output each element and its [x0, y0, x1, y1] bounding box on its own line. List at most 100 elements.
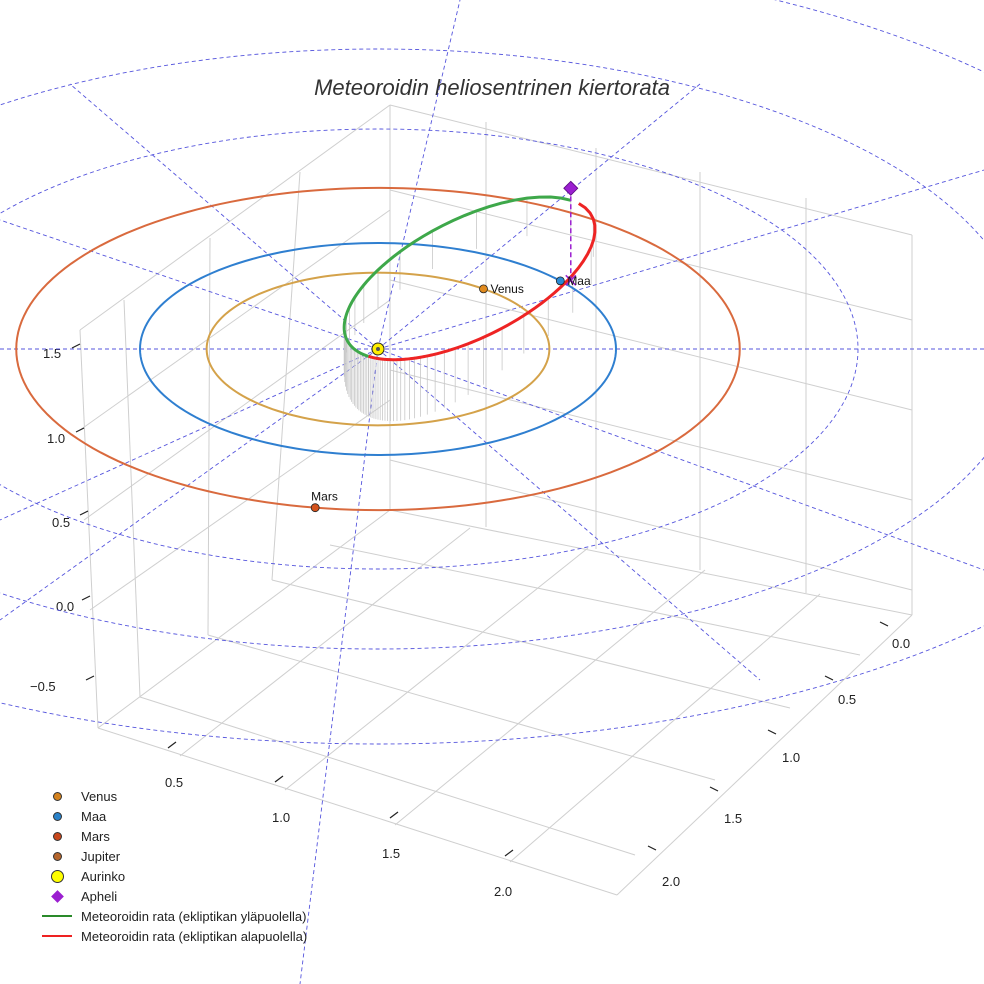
axis-tick-marks — [71, 343, 889, 857]
red-line-icon — [42, 935, 72, 937]
legend-item-jupiter: Jupiter — [38, 846, 307, 866]
polar-ring — [0, 48, 984, 650]
tick-mark — [75, 427, 85, 433]
planet-markers: Venus Maa Mars — [310, 180, 591, 513]
legend-item-orbit-above: Meteoroidin rata (ekliptikan yläpuolella… — [38, 906, 307, 926]
plot-box-grid — [79, 104, 913, 896]
grid-line — [271, 171, 301, 581]
z-tick-label: −0.5 — [30, 679, 56, 694]
grid-line — [179, 527, 471, 757]
venus-marker — [479, 284, 488, 294]
box-edge — [79, 329, 99, 729]
aphelion-diamond-icon — [50, 889, 64, 903]
venus-marker-icon — [52, 791, 62, 801]
y-tick-label: 1.0 — [782, 750, 800, 765]
polar-spoke — [377, 348, 761, 681]
orbit-mars — [15, 186, 741, 512]
planet-orbits — [15, 186, 741, 512]
tick-mark — [274, 775, 284, 783]
orbit-drop-lines — [343, 198, 594, 422]
y-tick-labels: 0.0 0.5 1.0 1.5 2.0 — [662, 636, 910, 889]
polar-ring — [0, 128, 859, 570]
jupiter-marker-icon — [52, 851, 62, 861]
grid-line — [329, 544, 861, 656]
legend: Venus Maa Mars Jupiter Aurinko Apheli Me… — [38, 786, 307, 946]
grid-line — [123, 299, 141, 698]
earth-marker-icon — [52, 811, 62, 821]
mars-marker — [310, 503, 320, 513]
polar-ring — [0, 0, 984, 745]
legend-item-aurinko: Aurinko — [38, 866, 307, 886]
box-edge — [79, 104, 391, 331]
box-edge — [616, 614, 913, 896]
grid-line — [389, 459, 913, 591]
tick-mark — [709, 786, 719, 792]
legend-item-apheli: Apheli — [38, 886, 307, 906]
aphelion-floor-cross-icon — [565, 274, 577, 286]
legend-label: Meteoroidin rata (ekliptikan alapuolella… — [81, 928, 308, 944]
grid-line — [139, 696, 636, 856]
box-edge — [389, 104, 913, 236]
grid-line — [271, 579, 791, 709]
legend-item-orbit-below: Meteoroidin rata (ekliptikan alapuolella… — [38, 926, 307, 946]
aphelion-diamond-icon — [563, 180, 579, 196]
z-tick-label: 0.0 — [56, 599, 74, 614]
polar-spoke — [0, 348, 379, 521]
legend-label: Mars — [81, 828, 110, 844]
legend-label: Venus — [81, 788, 118, 804]
z-tick-label: 0.5 — [52, 515, 70, 530]
polar-spoke — [377, 83, 701, 350]
polar-spoke — [377, 169, 984, 350]
tick-mark — [85, 675, 95, 681]
x-tick-label: 1.5 — [382, 846, 400, 861]
sun-marker-icon — [50, 869, 64, 883]
x-tick-label: 1.0 — [272, 810, 290, 825]
x-tick-label: 2.0 — [494, 884, 512, 899]
tick-mark — [81, 595, 91, 601]
sun-center-dot — [376, 347, 380, 351]
legend-label: Maa — [81, 808, 107, 824]
orbit-maa — [138, 241, 617, 457]
grid-line — [389, 189, 913, 321]
meteoroid-orbit-above-ecliptic — [342, 195, 572, 358]
tick-mark — [647, 845, 657, 851]
y-tick-label: 1.5 — [724, 811, 742, 826]
grid-line — [389, 279, 913, 411]
chart-title: Meteoroidin heliosentrinen kiertorata — [314, 75, 670, 100]
tick-mark — [389, 811, 399, 819]
x-tick-labels: 0.5 1.0 1.5 2.0 — [165, 775, 512, 899]
legend-item-maa: Maa — [38, 806, 307, 826]
polar-spoke — [377, 0, 461, 350]
tick-mark — [767, 729, 777, 735]
tick-mark — [71, 343, 81, 349]
grid-line — [207, 634, 716, 781]
maa-marker — [555, 276, 565, 286]
polar-spoke — [299, 348, 379, 984]
x-tick-label: 0.5 — [165, 775, 183, 790]
grid-line — [389, 369, 913, 501]
mars-marker-icon — [52, 831, 62, 841]
grid-line — [394, 569, 706, 826]
polar-spoke — [69, 83, 379, 350]
grid-line — [89, 399, 391, 611]
z-tick-labels: −0.5 0.0 0.5 1.0 1.5 — [30, 346, 74, 694]
legend-label: Meteoroidin rata (ekliptikan yläpuolella… — [81, 908, 307, 924]
box-edge — [97, 727, 618, 896]
grid-line — [284, 547, 589, 791]
tick-mark — [879, 621, 889, 627]
maa-label: Maa — [567, 274, 591, 288]
legend-label: Jupiter — [81, 848, 121, 864]
legend-label: Aurinko — [81, 868, 126, 884]
venus-label: Venus — [490, 282, 523, 296]
legend-item-venus: Venus — [38, 786, 307, 806]
mars-label: Mars — [311, 490, 338, 504]
meteoroid-orbit — [342, 195, 597, 362]
green-line-icon — [42, 915, 72, 917]
tick-mark — [79, 510, 89, 516]
tick-mark — [824, 675, 834, 681]
z-tick-label: 1.5 — [43, 346, 61, 361]
grid-line — [83, 299, 391, 521]
z-tick-label: 1.0 — [47, 431, 65, 446]
polar-spoke — [377, 348, 984, 571]
